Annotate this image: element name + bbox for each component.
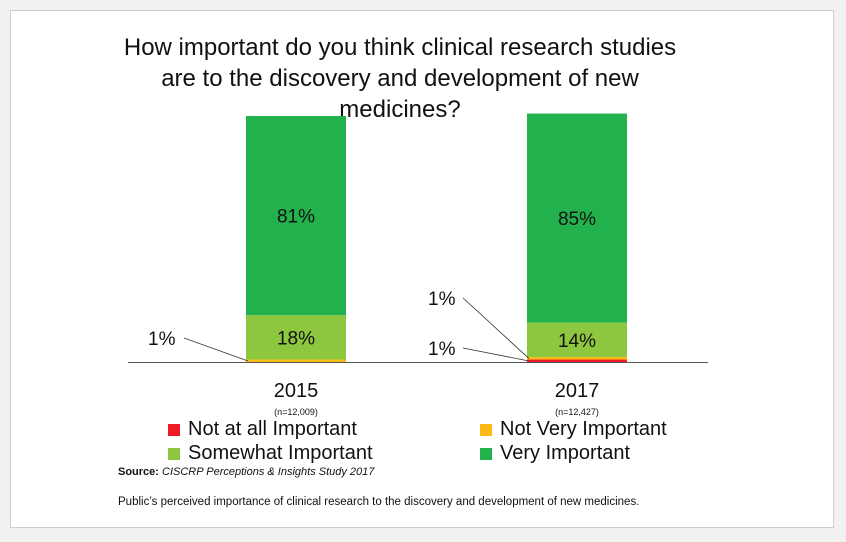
bar-segment-2017-very-important xyxy=(527,113,627,323)
data-label: 14% xyxy=(558,331,596,352)
chart-title: How important do you think clinical rese… xyxy=(123,34,677,123)
bar-segment-2015-not-very-important xyxy=(246,359,346,362)
legend-swatch xyxy=(480,423,492,436)
legend-swatch xyxy=(480,447,492,460)
bar-segment-2017-not-at-all-important xyxy=(527,359,627,362)
legend-item-very-important: Very Important xyxy=(480,442,630,465)
bar-segment-2017-not-very-important xyxy=(527,357,627,360)
figure-caption: Public’s perceived importance of clinica… xyxy=(118,496,640,508)
legend-label: Somewhat Important xyxy=(188,442,373,464)
bar-segment-2017-somewhat-important xyxy=(527,322,627,358)
chart-frame xyxy=(10,10,834,528)
callout-label: 1% xyxy=(428,339,456,360)
data-label: 18% xyxy=(277,328,315,349)
category-label-2017: 2017 xyxy=(555,380,600,402)
legend-item-not-very-important: Not Very Important xyxy=(480,418,667,441)
legend-swatch xyxy=(168,423,180,436)
sample-size-label-2017: (n=12,427) xyxy=(555,407,599,417)
data-label: 85% xyxy=(558,209,596,230)
legend-item-not-at-all-important: Not at all Important xyxy=(168,418,357,441)
leader-line xyxy=(462,347,530,362)
bar-segment-2015-somewhat-important xyxy=(246,315,346,360)
source-prefix: Source: xyxy=(118,466,159,478)
legend: Not at all Important Not Very Important … xyxy=(168,418,688,466)
callout-label: 1% xyxy=(428,289,456,310)
source-text: CISCRP Perceptions & Insights Study 2017 xyxy=(162,466,375,478)
source-note: Source: CISCRP Perceptions & Insights St… xyxy=(118,466,374,478)
legend-item-somewhat-important: Somewhat Important xyxy=(168,442,373,465)
leader-line xyxy=(462,297,530,359)
legend-swatch xyxy=(168,447,180,460)
legend-label: Very Important xyxy=(500,442,631,464)
bar-segment-2015-very-important xyxy=(246,116,346,316)
legend-label: Not Very Important xyxy=(500,418,667,440)
category-label-2015: 2015 xyxy=(274,380,319,402)
callout-label: 1% xyxy=(148,329,176,350)
sample-size-label-2015: (n=12,009) xyxy=(274,407,318,417)
legend-label: Not at all Important xyxy=(188,418,357,440)
leader-line xyxy=(183,337,249,362)
data-label: 81% xyxy=(277,207,315,228)
